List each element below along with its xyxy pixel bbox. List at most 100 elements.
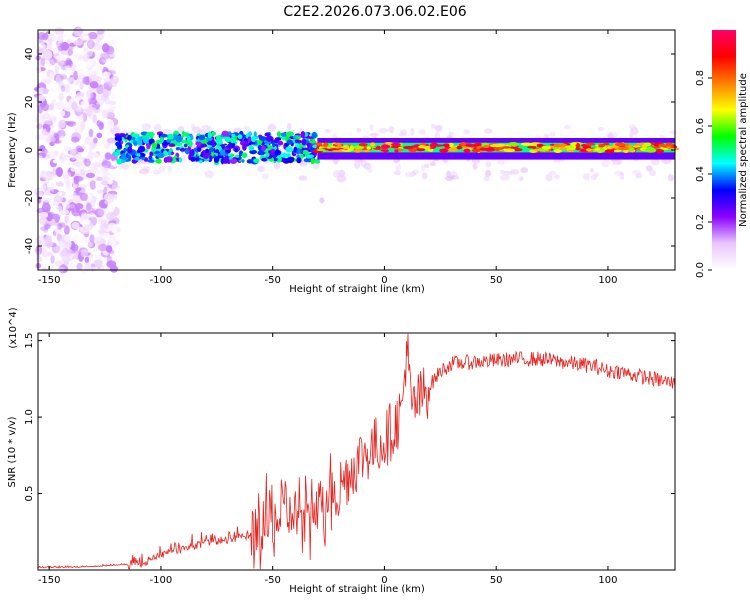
spectrogram-halo-cell: [139, 168, 149, 175]
spectrogram-noise-cell: [49, 109, 57, 118]
spectrogram-noise-cell: [59, 250, 67, 258]
spectrogram-ytick-label: -20: [24, 190, 35, 206]
spectrogram-noise-cell: [59, 110, 66, 117]
spectrogram-band-cell: [215, 138, 223, 144]
spectrogram-halo-cell: [545, 173, 553, 182]
spectrogram-carrier-cell: [613, 149, 622, 153]
spectrogram-noise-cell: [80, 249, 89, 258]
spectrogram-band-cell: [146, 131, 155, 137]
spectrogram-noise-cell: [82, 35, 90, 40]
spectrogram-halo-cell: [404, 171, 415, 178]
spectrogram-band-cell: [299, 153, 304, 159]
spectrogram-noise-cell: [71, 221, 80, 230]
spectrogram-noise-cell: [49, 71, 55, 82]
spectrogram-band-cell: [272, 141, 276, 148]
spectrogram-noise-cell: [89, 180, 97, 190]
spectrogram-carrier-cell: [496, 143, 506, 146]
spectrogram-band-cell: [127, 134, 132, 141]
spectrogram-noise-cell: [50, 183, 55, 193]
spectrogram-noise-cell: [75, 145, 83, 152]
spectrogram-noise-cell: [55, 167, 63, 177]
spectrogram-carrier-cell: [334, 142, 342, 146]
spectrogram-band-cell: [296, 139, 303, 144]
colorbar-tick-label: 0.4: [695, 166, 706, 182]
spectrogram-noise-cell: [106, 59, 115, 70]
spectrogram-halo-cell: [421, 164, 426, 172]
spectrogram-noise-cell: [75, 206, 80, 214]
spectrogram-band-cell: [190, 149, 195, 156]
spectrogram-noise-cell: [71, 132, 82, 142]
spectrogram-band-cell: [307, 142, 311, 149]
spectrogram-noise-cell: [42, 174, 49, 181]
spectrogram-band-cell: [206, 141, 212, 145]
spectrogram-halo-cell: [299, 161, 308, 167]
spectrogram-halo-cell: [520, 167, 529, 174]
spectrogram-noise-cell: [101, 160, 112, 169]
spectrogram-halo-cell: [629, 133, 634, 139]
spectrogram-halo-cell: [273, 161, 281, 170]
spectrogram-noise-cell: [79, 184, 87, 190]
colorbar-ticks: 0.0 0.2 0.4 0.6 0.8: [695, 70, 712, 278]
spectrogram-band-cell: [280, 132, 287, 137]
spectrogram-halo-cell: [444, 176, 454, 181]
spectrogram-ticks: -150 -100 -50 0 50 100 -40 -20 0 20 40: [24, 30, 675, 286]
spectrogram-band-cell: [136, 149, 142, 154]
spectrogram-band-cell: [183, 143, 188, 148]
spectrogram-noise-cell: [69, 157, 77, 162]
spectrogram-band-cell: [117, 135, 123, 143]
spectrogram-noise-cell: [93, 109, 103, 114]
spectrogram-noise-cell: [63, 79, 70, 85]
spectrogram-band-cell: [195, 141, 202, 146]
snr-line: [37, 333, 676, 570]
spectrogram-band-cell: [116, 149, 120, 154]
spectrogram-band-cell: [295, 136, 301, 140]
spectrogram-carrier-cell: [448, 142, 454, 147]
spectrogram-noise-cell: [103, 77, 110, 84]
spectrogram-halo-cell: [167, 165, 172, 173]
spectrogram-noise-cell: [103, 166, 109, 172]
spectrogram-halo-cell: [502, 170, 513, 176]
spectrogram-halo-cell: [201, 125, 212, 130]
spectrogram-band-cell: [146, 144, 151, 150]
spectrogram-noise-cell: [91, 70, 97, 76]
spectrogram-carrier-cell: [391, 142, 401, 147]
spectrogram-noise-cell: [92, 152, 99, 159]
spectrogram-noise-cell: [37, 237, 47, 245]
spectrogram-carrier-cell: [494, 147, 505, 150]
spectrogram-noise-cell: [43, 50, 53, 60]
spectrogram-halo-cell: [601, 159, 611, 168]
spectrogram-halo-cell: [286, 122, 292, 131]
spectrogram-band-cell: [196, 147, 202, 153]
spectrogram-noise-cell: [91, 104, 101, 109]
spectrogram-halo-cell: [378, 128, 389, 133]
spectrogram-band-cell: [300, 131, 306, 138]
spectrogram-noise-cell: [70, 149, 76, 156]
spectrogram-noise-cell: [97, 207, 107, 216]
spectrogram-band-cell: [175, 147, 180, 151]
spectrogram-noise-cell: [102, 109, 108, 119]
spectrogram-band-cell: [155, 139, 164, 144]
spectrogram-band-cell: [276, 137, 282, 141]
spectrogram-noise-cell: [93, 259, 103, 264]
spectrogram-noise-cell: [80, 240, 86, 248]
spectrogram-halo-cell: [243, 125, 251, 133]
spectrogram-halo-cell: [435, 125, 441, 131]
spectrogram-ytick-label: 40: [24, 48, 35, 61]
spectrogram-halo-cell: [619, 171, 625, 180]
spectrogram-halo-cell: [421, 172, 428, 180]
spectrogram-band-cell: [181, 139, 188, 144]
spectrogram-carrier-cell: [641, 144, 648, 148]
spectrogram-noise-cell: [95, 170, 101, 175]
spectrogram-band-cell: [121, 158, 126, 163]
spectrogram-band-cell: [261, 157, 268, 162]
spectrogram-noise-cell: [78, 113, 84, 123]
spectrogram-halo-cell: [399, 129, 407, 135]
spectrogram-xtick-label: 0: [381, 275, 387, 286]
spectrogram-noise-cell: [57, 191, 63, 196]
spectrogram-noise-cell: [95, 95, 101, 101]
spectrogram-noise-cell: [96, 29, 105, 35]
spectrogram-noise-cell: [84, 256, 90, 264]
spectrogram-noise-cell: [50, 255, 55, 264]
spectrogram-noise-cell: [112, 171, 117, 181]
spectrogram-noise-cell: [59, 209, 70, 215]
